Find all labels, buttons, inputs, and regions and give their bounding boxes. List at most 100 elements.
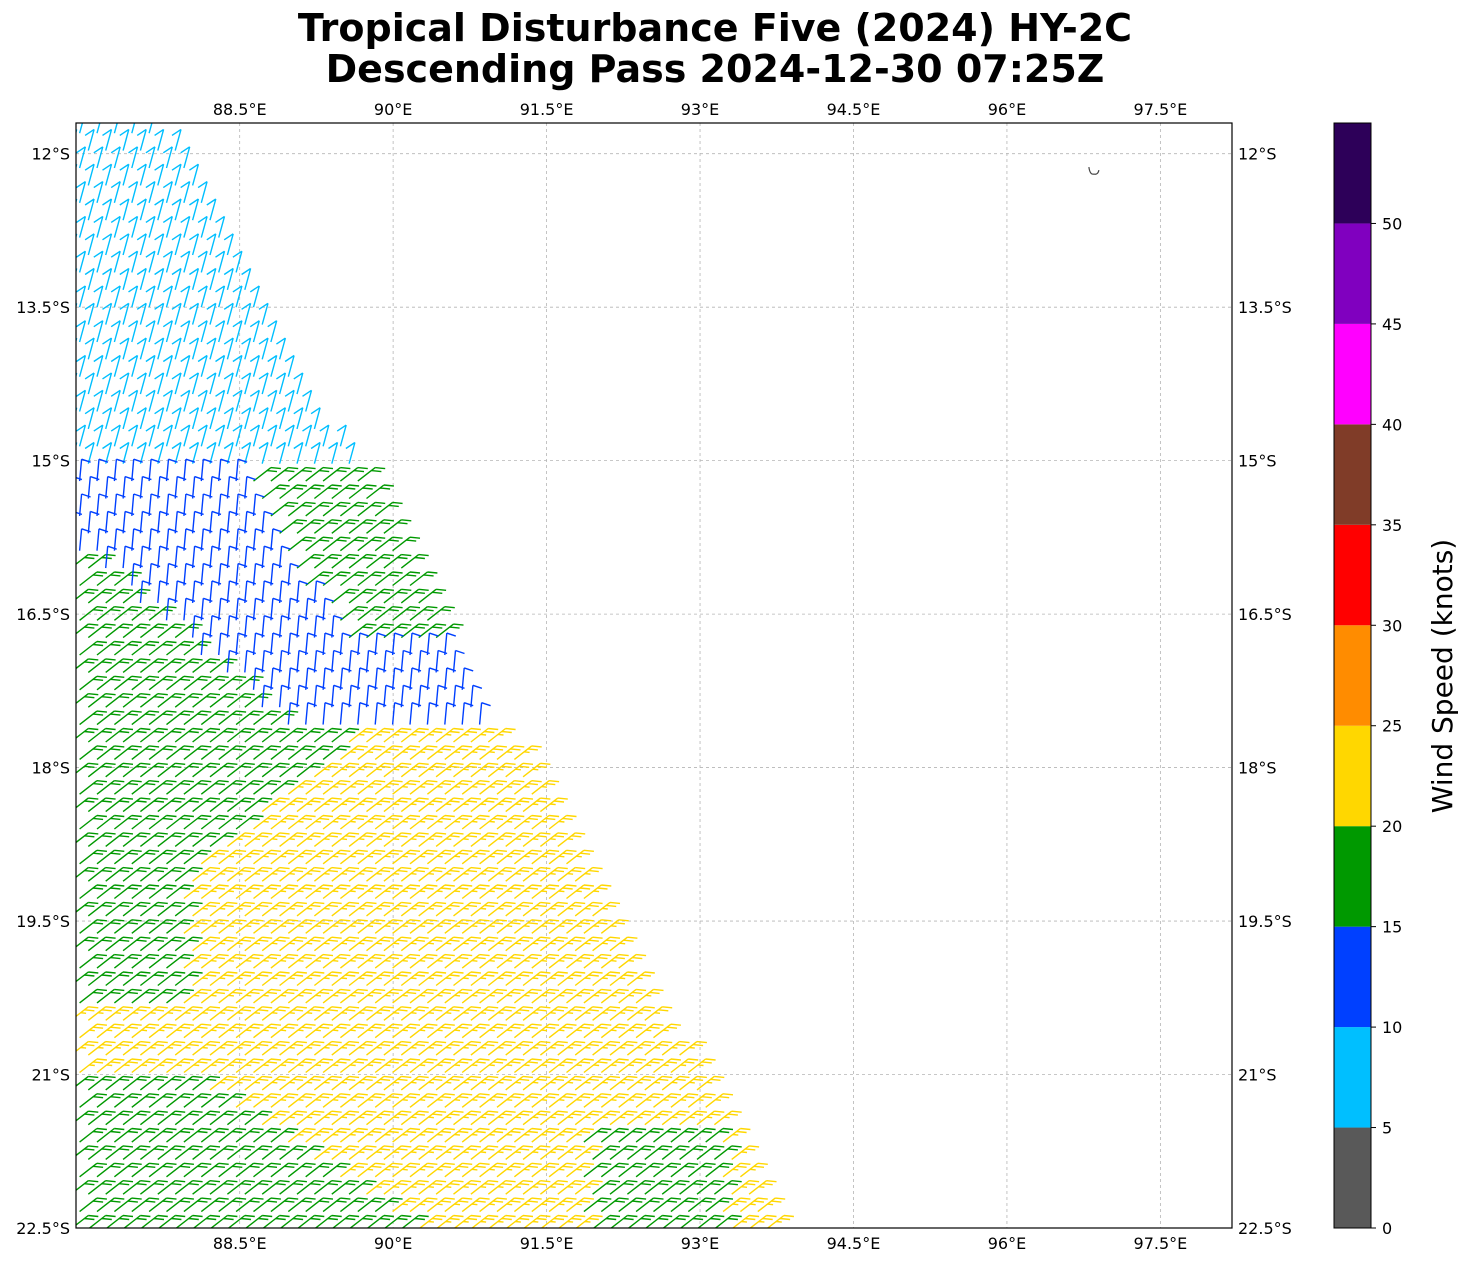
wind-barb: [119, 128, 130, 151]
wind-barb: [154, 337, 165, 360]
wind-barb: [392, 1023, 421, 1039]
wind-barb: [131, 640, 160, 656]
wind-barb: [183, 1197, 212, 1213]
wind-barb: [200, 849, 229, 865]
wind-barb: [244, 797, 273, 813]
wind-barb: [258, 337, 269, 360]
wind-barb: [140, 1214, 168, 1228]
wind-barb: [76, 1006, 99, 1018]
wind-barb: [609, 1040, 638, 1056]
wind-barb: [444, 988, 473, 1004]
wind-barb: [487, 901, 516, 917]
wind-barb: [331, 553, 360, 569]
wind-barb: [339, 1162, 368, 1178]
wind-barb: [357, 745, 386, 760]
wind-barb: [235, 1093, 264, 1108]
wind-barb: [183, 1127, 212, 1143]
wind-barb: [76, 424, 87, 447]
wind-barb: [191, 510, 204, 534]
wind-barb: [548, 1127, 577, 1143]
wind-barb: [279, 519, 307, 534]
wind-barb: [139, 475, 152, 499]
wind-barb: [418, 866, 447, 882]
wind-barb: [235, 780, 264, 795]
wind-barb: [531, 814, 560, 830]
wind-barb: [139, 797, 168, 813]
wind-barb: [192, 1006, 221, 1021]
wind-barb: [557, 1145, 586, 1160]
wind-barb: [76, 372, 78, 379]
wind-barb: [171, 302, 182, 325]
wind-barb: [566, 849, 594, 865]
wind-barb: [496, 919, 525, 934]
wind-barb: [531, 1093, 560, 1108]
wind-barb: [305, 988, 334, 1004]
wind-barb: [322, 1023, 351, 1039]
wind-barb: [313, 580, 326, 603]
wind-barb: [209, 1040, 238, 1056]
wind-barb: [102, 198, 113, 221]
wind-barb: [287, 919, 316, 934]
wind-barb: [583, 1197, 612, 1213]
wind-barb: [235, 562, 248, 586]
wind-barb: [287, 1197, 316, 1213]
wind-barb: [322, 745, 351, 760]
wind-barb: [223, 372, 234, 395]
wind-barb: [496, 1127, 525, 1143]
wind-barb: [374, 884, 403, 900]
wind-barb: [253, 814, 281, 830]
wind-barb: [548, 1197, 577, 1213]
wind-barb: [87, 693, 116, 708]
wind-barb: [418, 623, 447, 639]
wind-barb: [93, 424, 104, 447]
wind-barb: [93, 320, 104, 343]
wind-barb: [305, 745, 334, 760]
wind-barb: [313, 1006, 342, 1021]
wind-barb: [183, 849, 212, 865]
wind-barb: [600, 1058, 629, 1074]
wind-barb: [366, 797, 394, 813]
wind-barb: [218, 988, 247, 1004]
wind-barb: [174, 545, 187, 569]
wind-barb: [261, 1006, 290, 1021]
wind-barb: [157, 971, 186, 987]
wind-barb: [171, 407, 182, 430]
wind-barb: [139, 1075, 168, 1091]
wind-barb: [87, 901, 116, 917]
wind-barb: [209, 658, 238, 673]
wind-barb: [644, 1040, 673, 1056]
wind-barb: [487, 1110, 516, 1126]
wind-barb: [522, 936, 551, 952]
wind-barb: [197, 354, 208, 377]
wind-barb: [192, 658, 221, 673]
wind-barb: [226, 832, 255, 847]
wind-barb: [296, 519, 325, 534]
wind-barb: [96, 606, 125, 621]
wind-barb: [189, 302, 200, 325]
wind-barb: [331, 588, 360, 604]
wind-barb: [444, 745, 473, 760]
wind-barb: [618, 953, 647, 969]
wind-barb: [244, 1075, 273, 1091]
wind-barb: [523, 1214, 551, 1228]
wind-barb: [191, 475, 204, 499]
wind-barb: [287, 780, 316, 795]
wind-barb: [452, 684, 465, 708]
wind-barb: [714, 1214, 742, 1228]
wind-barb: [400, 1006, 429, 1021]
wind-barb: [84, 128, 95, 151]
wind-barb: [206, 372, 217, 395]
wind-barb: [313, 1145, 342, 1160]
wind-barb: [557, 832, 586, 847]
wind-barb: [392, 1058, 421, 1074]
wind-barb: [461, 745, 490, 760]
wind-barb: [105, 1075, 134, 1091]
wind-barb: [261, 1075, 290, 1091]
wind-barb: [136, 163, 147, 186]
wind-barb: [400, 762, 429, 778]
wind-barb: [348, 797, 377, 813]
wind-barb: [409, 919, 438, 934]
wind-barb: [139, 971, 168, 987]
wind-barb: [635, 1023, 664, 1039]
wind-barb: [322, 849, 351, 865]
